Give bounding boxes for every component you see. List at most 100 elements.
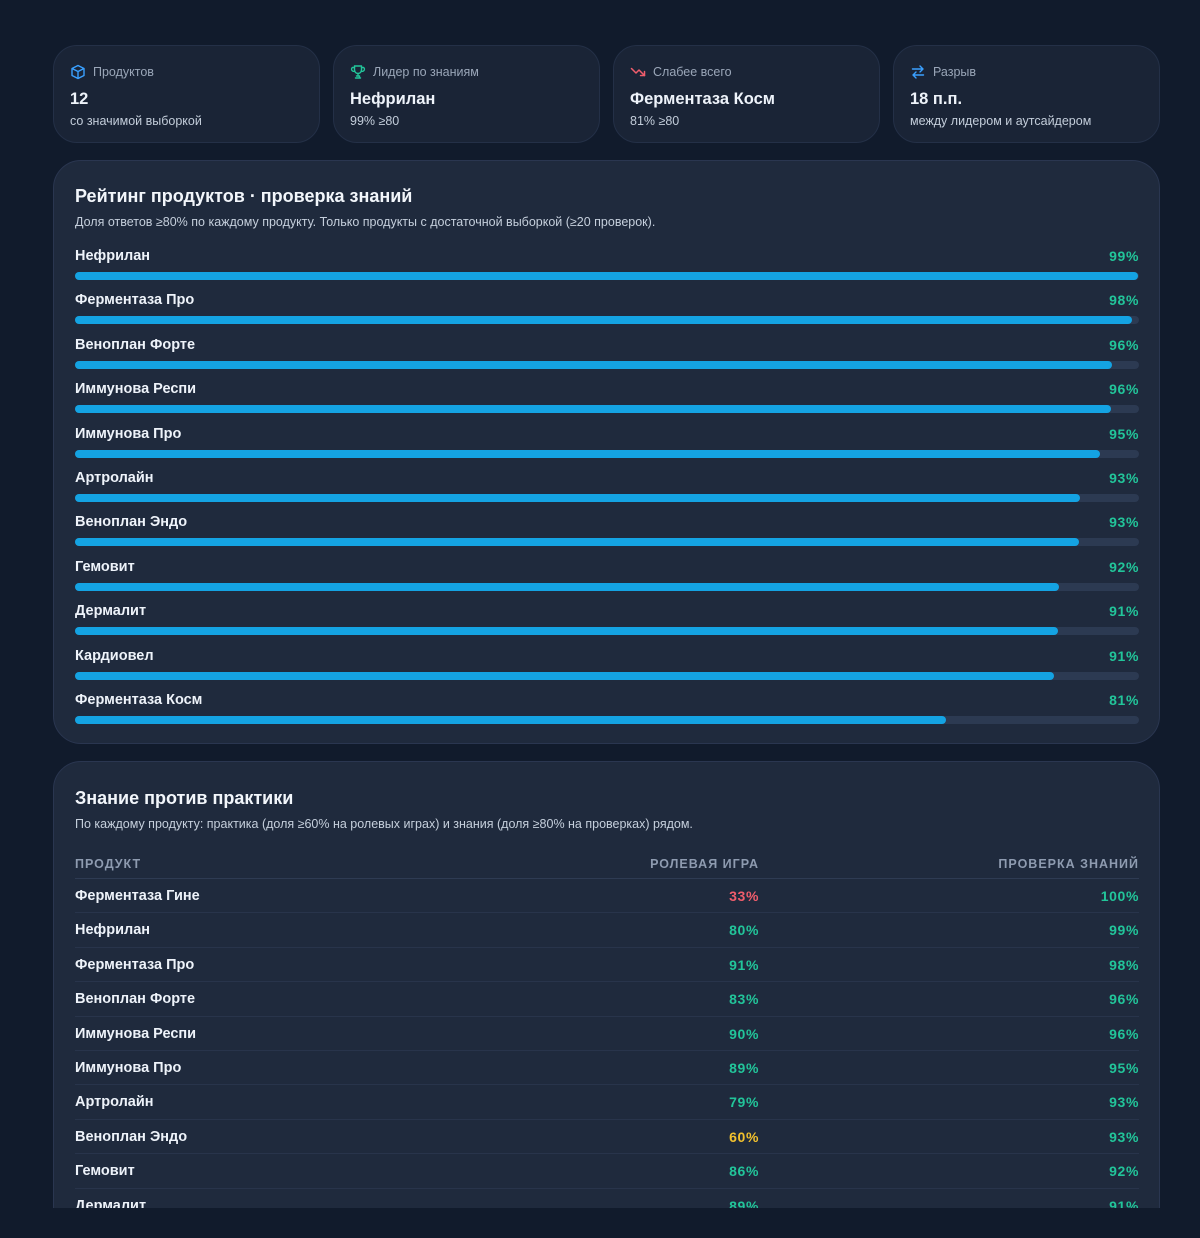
table-row: Ферментаза Про 91% 98% — [75, 948, 1139, 983]
comparison-panel: Знание против практики По каждому продук… — [53, 761, 1160, 1238]
stat-sub: 81% ≥80 — [630, 114, 680, 128]
stat-card-gap: Разрыв 18 п.п. между лидером и аутсайдер… — [893, 45, 1160, 143]
roleplay-percent: 60% — [729, 1128, 759, 1145]
trend-down-icon — [630, 67, 646, 77]
stat-value: Ферментаза Косм — [630, 90, 775, 108]
bar-track — [75, 405, 1139, 414]
trophy-icon — [350, 65, 366, 79]
product-name: Ферментаза Про — [75, 292, 195, 309]
bar-fill — [75, 316, 1132, 325]
stat-value: 12 — [70, 90, 89, 108]
product-name: Иммунова Про — [75, 1059, 182, 1076]
table-row: Иммунова Про 89% 95% — [75, 1051, 1139, 1086]
rating-row: Ферментаза Косм 81% — [75, 690, 1139, 734]
knowledge-percent: 91% — [1109, 647, 1139, 664]
stat-card-weakest: Слабее всего Ферментаза Косм 81% ≥80 — [613, 45, 880, 143]
rating-row: Веноплан Эндо 93% — [75, 512, 1139, 556]
product-name: Гемовит — [75, 558, 135, 575]
rating-row: Иммунова Респи 96% — [75, 379, 1139, 423]
stat-label: Разрыв — [933, 65, 977, 79]
rating-bars: Нефрилан 99% Ферментаза Про 98% Веноплан Фор… — [75, 246, 1139, 734]
product-name: Артролайн — [75, 469, 154, 486]
bar-track — [75, 272, 1139, 280]
stat-card-leader: Лидер по знаниям Нефрилан 99% ≥80 — [333, 45, 600, 143]
rating-row: Веноплан Форте 96% — [75, 335, 1139, 379]
knowledge-percent: 98% — [1109, 956, 1139, 973]
bar-fill — [75, 627, 1059, 636]
product-name: Артролайн — [75, 1094, 154, 1111]
stat-sub: 99% ≥80 — [350, 114, 400, 128]
product-name: Ферментаза Косм — [75, 691, 203, 708]
knowledge-percent: 92% — [1109, 1163, 1139, 1180]
table-row: Веноплан Форте 83% 96% — [75, 982, 1139, 1017]
comparison-subtitle: По каждому продукту: практика (доля ≥60%… — [75, 817, 693, 831]
rating-row: Иммунова Про 95% — [75, 424, 1139, 468]
roleplay-percent: 89% — [729, 1059, 759, 1076]
knowledge-percent: 93% — [1109, 1094, 1139, 1111]
roleplay-percent: 79% — [729, 1094, 759, 1111]
product-name: Ферментаза Про — [75, 956, 195, 973]
rating-row: Артролайн 93% — [75, 468, 1139, 512]
stat-sub: между лидером и аутсайдером — [910, 114, 1092, 128]
column-header-roleplay: РОЛЕВАЯ ИГРА — [650, 857, 759, 871]
column-header-product: ПРОДУКТ — [75, 857, 142, 871]
product-name: Веноплан Эндо — [75, 514, 188, 531]
rating-row: Нефрилан 99% — [75, 246, 1139, 290]
product-name: Иммунова Респи — [75, 1025, 197, 1042]
product-name: Иммунова Респи — [75, 381, 197, 398]
product-name: Ферментаза Гине — [75, 888, 200, 904]
product-name: Веноплан Форте — [75, 336, 196, 353]
knowledge-percent: 100% — [1100, 888, 1139, 904]
product-name: Гемовит — [75, 1163, 135, 1180]
table-row: Нефрилан 80% 99% — [75, 913, 1139, 948]
stat-cards: Продуктов 12 со значимой выборкой Лидер … — [53, 45, 1160, 143]
product-name: Иммунова Про — [75, 425, 182, 442]
stat-value: Нефрилан — [350, 90, 436, 108]
knowledge-percent: 93% — [1109, 1128, 1139, 1145]
knowledge-percent: 92% — [1109, 558, 1139, 575]
comparison-title: Знание против практики — [75, 788, 294, 808]
rating-row: Ферментаза Про 98% — [75, 290, 1139, 334]
knowledge-percent: 93% — [1109, 469, 1139, 486]
knowledge-percent: 99% — [1109, 248, 1139, 264]
stat-label: Слабее всего — [653, 65, 732, 79]
column-header-knowledge: ПРОВЕРКА ЗНАНИЙ — [998, 857, 1139, 871]
knowledge-percent: 93% — [1109, 514, 1139, 531]
knowledge-percent: 96% — [1109, 991, 1139, 1008]
knowledge-percent: 98% — [1109, 292, 1139, 309]
table-row: Гемовит 86% 92% — [75, 1154, 1139, 1189]
comparison-table: ПРОДУКТ РОЛЕВАЯ ИГРА ПРОВЕРКА ЗНАНИЙ Фер… — [75, 849, 1139, 1223]
table-body: Ферментаза Гине 33% 100% Нефрилан 80% 99% Ферм… — [75, 879, 1139, 1223]
bar-fill — [75, 493, 1081, 502]
stat-sub: со значимой выборкой — [70, 114, 202, 128]
product-name: Нефрилан — [75, 248, 151, 264]
table-row: Ферментаза Гине 33% 100% — [75, 879, 1139, 914]
bar-fill — [75, 272, 1138, 280]
bar-fill — [75, 360, 1113, 369]
bar-track — [75, 493, 1139, 502]
bar-track — [75, 582, 1139, 591]
stat-card-products: Продуктов 12 со значимой выборкой — [53, 45, 320, 143]
bar-fill — [75, 715, 947, 724]
roleplay-percent: 86% — [729, 1163, 759, 1180]
cube-icon — [71, 64, 85, 80]
bar-fill — [75, 671, 1054, 680]
swap-icon — [911, 65, 925, 79]
stat-label: Продуктов — [93, 65, 154, 79]
bar-fill — [75, 449, 1100, 458]
bar-track — [75, 715, 1139, 724]
viewport-bottom — [0, 1208, 1200, 1238]
bar-track — [75, 449, 1139, 458]
roleplay-percent: 90% — [729, 1025, 759, 1042]
stat-value: 18 п.п. — [910, 90, 963, 108]
bar-track — [75, 671, 1139, 680]
knowledge-percent: 91% — [1109, 603, 1139, 620]
product-name: Кардиовел — [75, 647, 154, 664]
table-row: Артролайн 79% 93% — [75, 1085, 1139, 1120]
bar-track — [75, 627, 1139, 636]
rating-panel: Рейтинг продуктов · проверка знаний Доля… — [53, 160, 1160, 744]
knowledge-percent: 96% — [1109, 381, 1139, 398]
knowledge-percent: 95% — [1109, 1059, 1139, 1076]
roleplay-percent: 80% — [729, 922, 759, 939]
